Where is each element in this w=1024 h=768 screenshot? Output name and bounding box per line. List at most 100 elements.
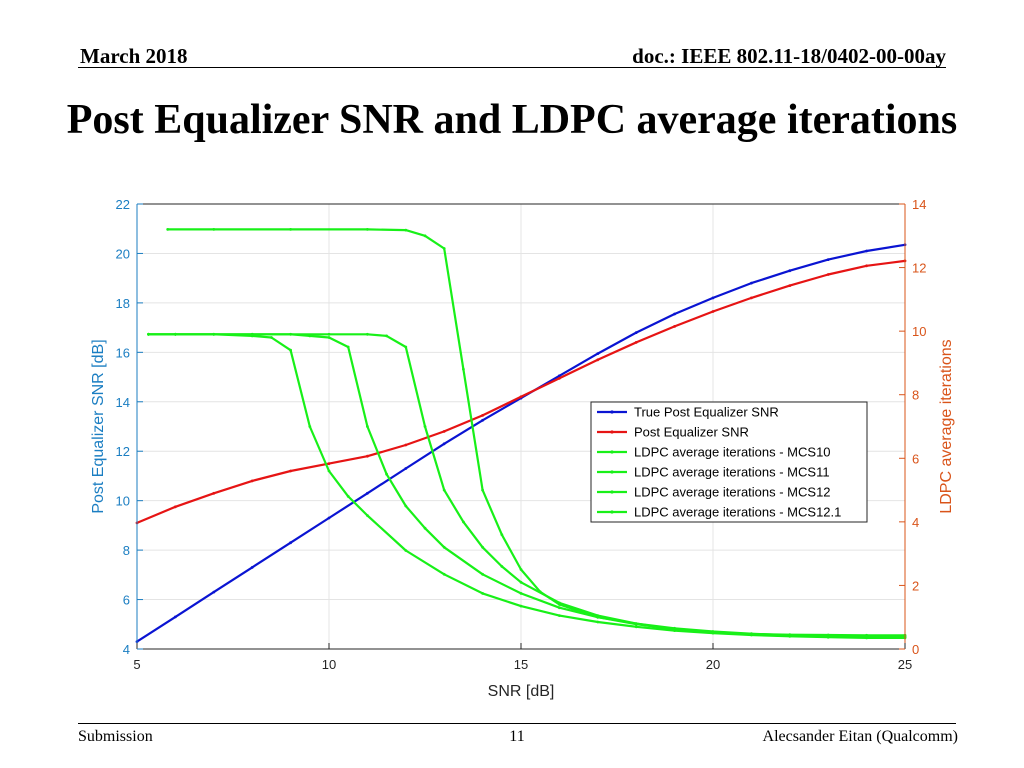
series-point-3 <box>481 592 484 595</box>
slide-title: Post Equalizer SNR and LDPC average iter… <box>66 97 958 143</box>
series-point-5 <box>327 332 331 336</box>
series-point-1 <box>442 442 446 446</box>
x-axis-title: SNR [dB] <box>488 683 555 700</box>
series-point-5 <box>147 332 150 336</box>
left-tick-label: 6 <box>123 593 130 608</box>
series-point-3 <box>346 495 350 498</box>
legend-label: LDPC average iterations - MCS12 <box>634 485 831 500</box>
series-point-2 <box>289 469 292 473</box>
series-point-3 <box>308 425 312 428</box>
series-point-4 <box>385 472 388 476</box>
legend-swatch-marker <box>610 410 614 414</box>
series-point-6 <box>481 488 484 492</box>
series-point-4 <box>442 545 446 549</box>
series-point-1 <box>558 374 561 378</box>
series-point-1 <box>404 467 408 470</box>
legend-swatch-marker <box>610 430 614 434</box>
series-point-5 <box>174 332 177 336</box>
series-point-6 <box>519 568 523 571</box>
series-point-2 <box>826 273 830 276</box>
series-point-6 <box>166 228 170 231</box>
right-tick-label: 10 <box>912 324 926 339</box>
series-point-3 <box>404 549 408 552</box>
legend-swatch-marker <box>610 510 614 514</box>
header-divider <box>78 67 946 68</box>
left-tick-label: 14 <box>116 395 130 410</box>
series-point-1 <box>289 541 292 545</box>
series-point-6 <box>423 234 427 238</box>
legend-label: LDPC average iterations - MCS10 <box>634 445 831 460</box>
legend-label: Post Equalizer SNR <box>634 425 749 440</box>
series-point-2 <box>442 430 446 433</box>
x-tick-label: 5 <box>133 657 140 672</box>
series-point-6 <box>634 622 638 626</box>
series-point-6 <box>558 603 561 606</box>
legend-swatch-marker <box>610 490 614 494</box>
x-tick-label: 10 <box>322 657 336 672</box>
series-point-6 <box>788 633 792 637</box>
series-point-5 <box>366 332 369 336</box>
x-tick-label: 20 <box>706 657 720 672</box>
series-point-3 <box>270 336 273 339</box>
series-point-6 <box>826 633 830 637</box>
right-tick-label: 12 <box>912 261 926 276</box>
series-point-5 <box>385 334 388 338</box>
series-point-6 <box>212 228 216 231</box>
series-point-3 <box>558 614 561 617</box>
series-point-4 <box>366 425 369 428</box>
legend-swatch-marker <box>610 450 614 454</box>
legend-label: True Post Equalizer SNR <box>634 405 779 420</box>
footer-submission: Submission <box>78 728 153 745</box>
series-point-4 <box>481 572 484 576</box>
series-point-1 <box>327 516 331 520</box>
series-point-2 <box>558 376 561 380</box>
series-point-2 <box>788 284 792 287</box>
left-tick-label: 8 <box>123 543 130 558</box>
footer-author: Alecsander Eitan (Qualcomm) <box>762 728 958 745</box>
right-axis-title: LDPC average iterations <box>938 339 955 513</box>
series-point-2 <box>865 264 868 268</box>
series-point-1 <box>750 281 753 285</box>
series-point-3 <box>442 572 446 576</box>
series-point-6 <box>442 247 446 250</box>
right-tick-label: 2 <box>912 578 919 593</box>
series-point-6 <box>366 228 369 231</box>
series-point-5 <box>500 565 504 568</box>
right-tick-label: 0 <box>912 642 919 657</box>
series-point-6 <box>462 367 465 371</box>
series-point-2 <box>481 414 484 417</box>
right-tick-label: 4 <box>912 515 919 530</box>
series-point-5 <box>250 332 254 336</box>
series-point-2 <box>519 395 523 399</box>
series-point-3 <box>596 620 600 624</box>
left-tick-label: 20 <box>116 246 130 261</box>
series-point-5 <box>519 580 523 584</box>
left-tick-label: 4 <box>123 642 130 657</box>
series-point-2 <box>366 454 369 458</box>
series-point-3 <box>634 625 638 629</box>
header-doc-id: doc.: IEEE 802.11-18/0402-00-00ay <box>632 44 946 68</box>
series-point-2 <box>634 341 638 344</box>
series-point-5 <box>423 425 427 428</box>
right-tick-label: 6 <box>912 451 919 466</box>
series-point-1 <box>481 418 484 422</box>
series-point-6 <box>596 615 600 619</box>
series-point-2 <box>711 310 715 313</box>
series-point-2 <box>327 462 331 465</box>
series-line-6 <box>167 228 905 637</box>
right-tick-label: 14 <box>912 197 926 212</box>
left-axis-title: Post Equalizer SNR [dB] <box>90 339 107 513</box>
series-point-5 <box>462 520 465 524</box>
series-point-2 <box>750 296 753 300</box>
series-point-6 <box>673 627 676 631</box>
series-point-4 <box>558 606 561 610</box>
legend: True Post Equalizer SNR Post Equalizer SN… <box>590 401 868 523</box>
series-point-3 <box>366 514 369 517</box>
left-tick-label: 22 <box>116 197 130 212</box>
series-point-1 <box>711 296 715 300</box>
series-point-6 <box>711 631 715 634</box>
series-point-1 <box>596 352 600 355</box>
series-point-1 <box>865 249 868 253</box>
footer-page-number: 11 <box>509 728 525 745</box>
series-point-2 <box>596 358 600 362</box>
